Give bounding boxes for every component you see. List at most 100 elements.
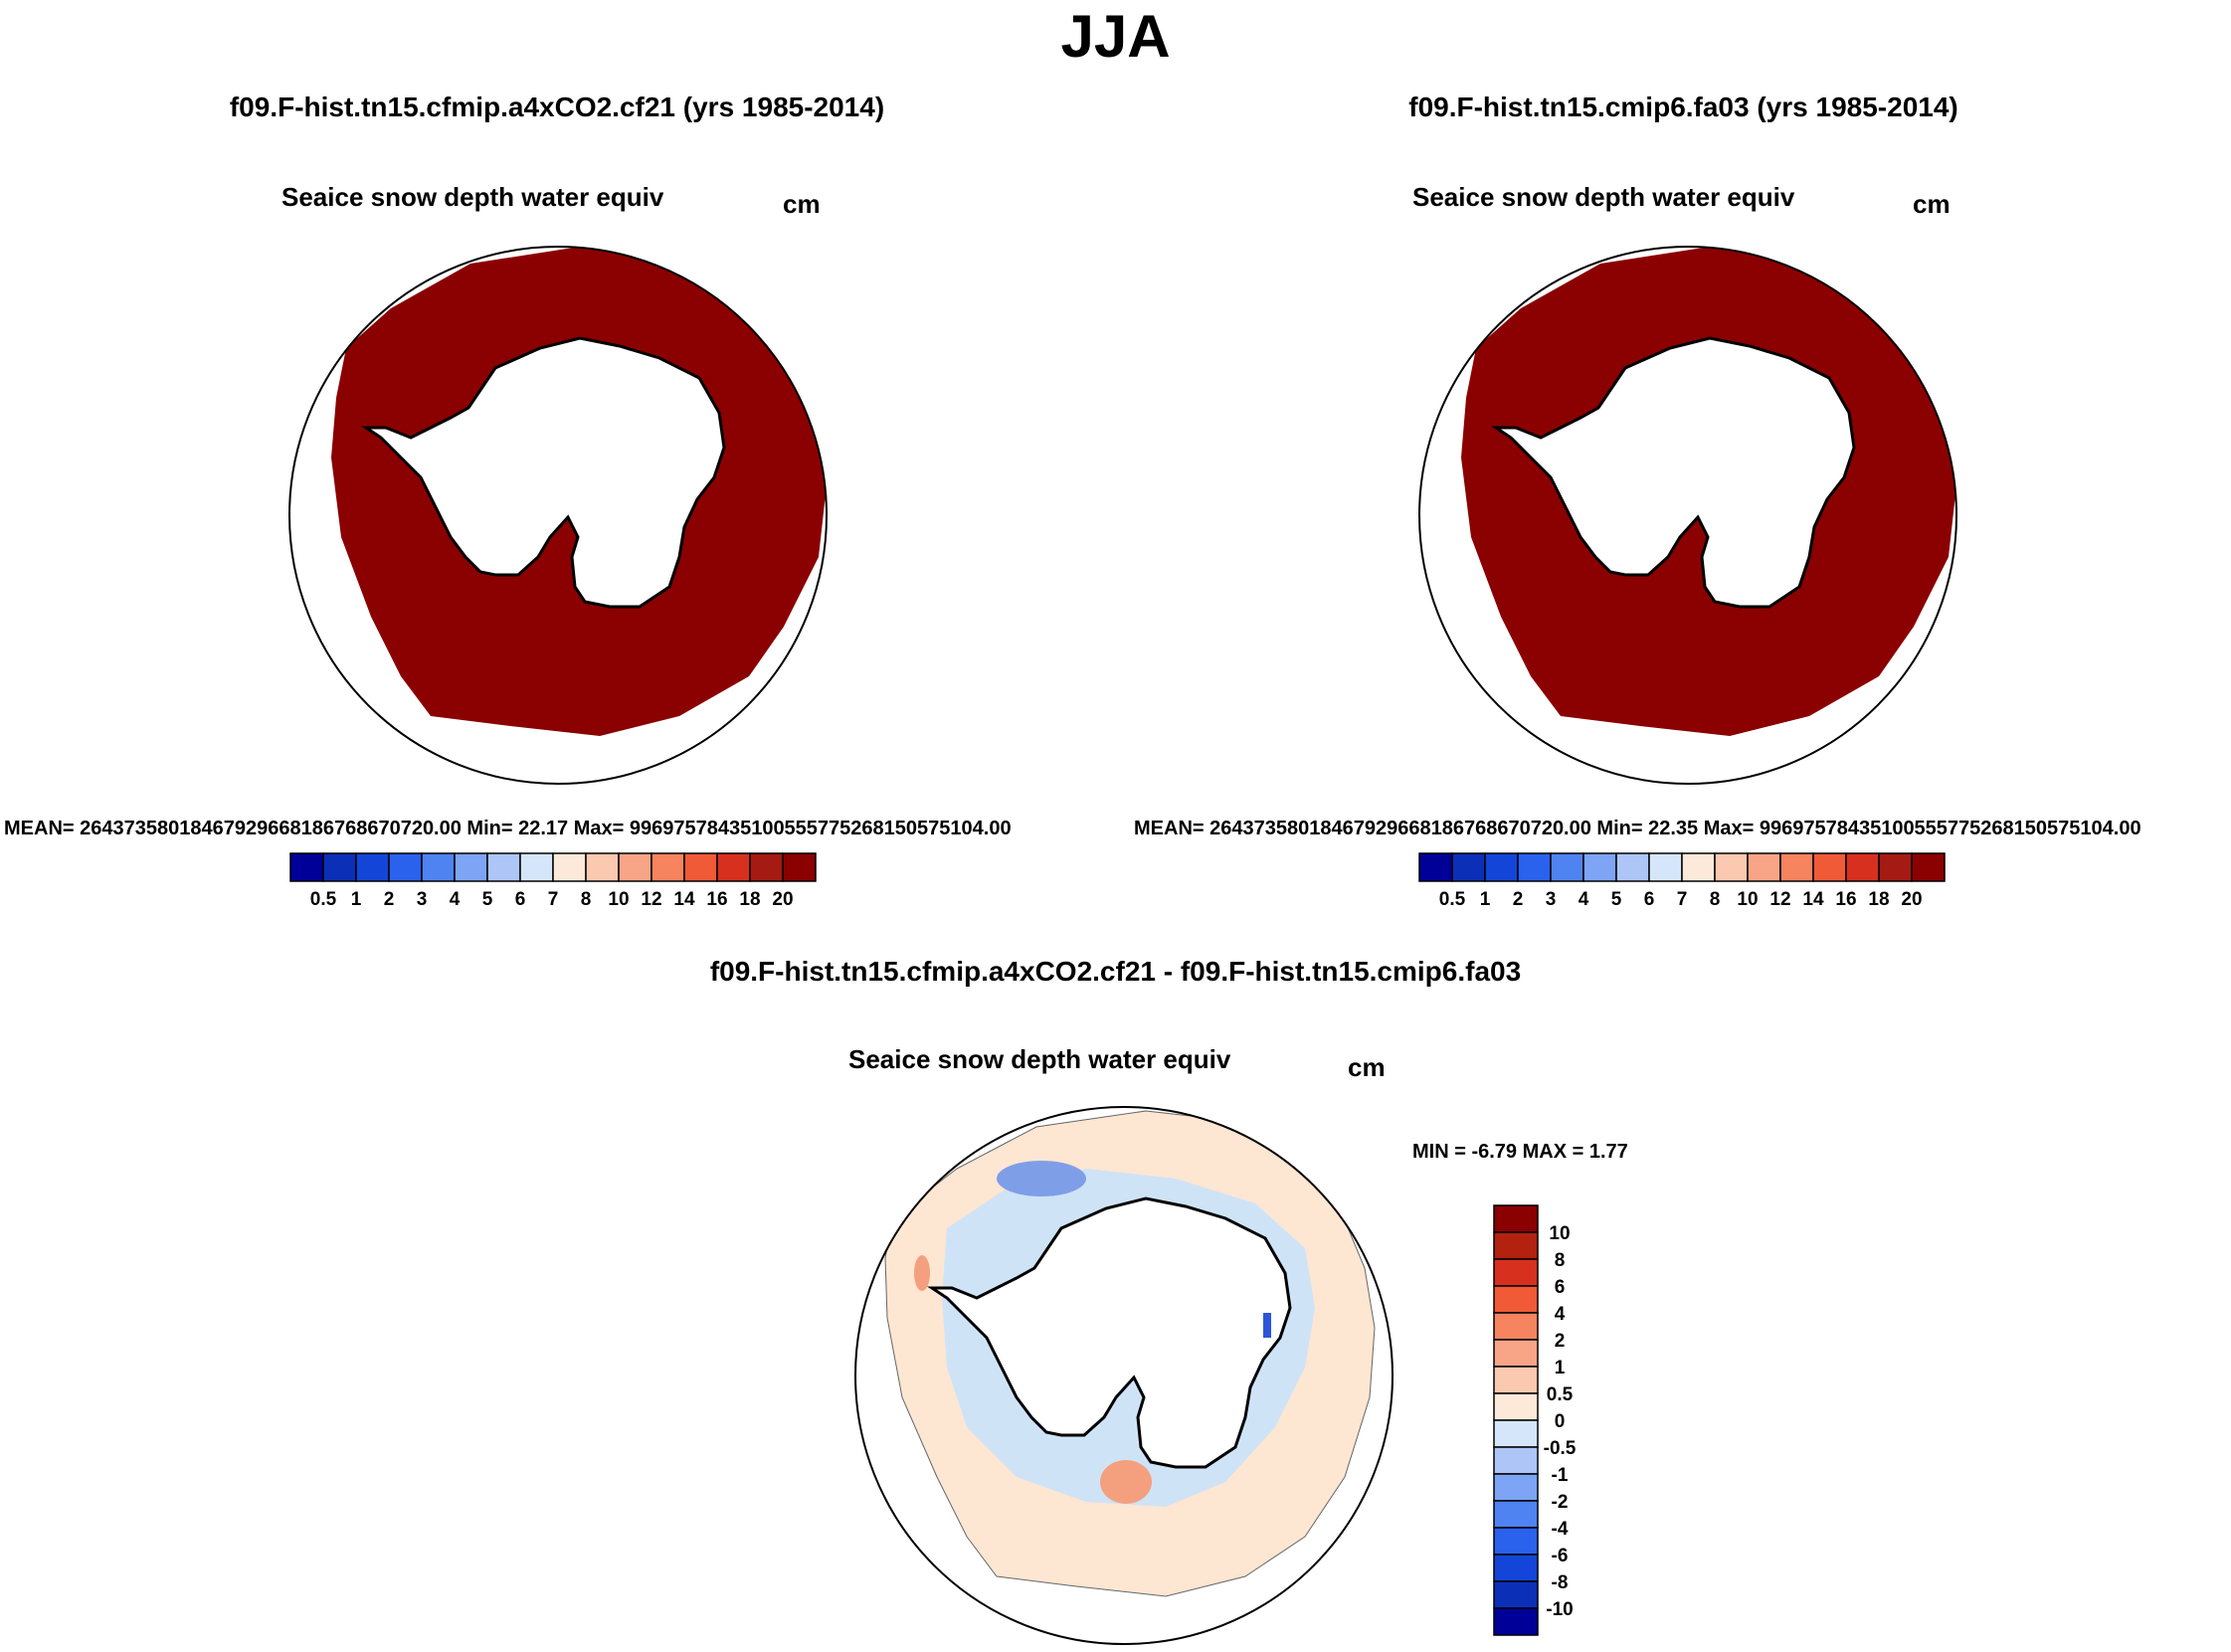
colorbar-tick-label: 8	[1555, 1250, 1566, 1271]
colorbar-swatch	[1779, 852, 1814, 882]
colorbar-tick-label: -4	[1552, 1519, 1569, 1540]
colorbar-tick-label: 4	[450, 889, 461, 910]
diff-title: f09.F-hist.tn15.cfmip.a4xCO2.cf21 - f09.…	[709, 956, 1522, 987]
map-panel-2	[1418, 246, 1957, 785]
colorbar-swatch	[651, 852, 685, 882]
colorbar-swatch	[322, 852, 357, 882]
colorbar-swatch	[1845, 852, 1880, 882]
colorbar-swatch	[1493, 1366, 1539, 1394]
colorbar-swatch	[1493, 1500, 1539, 1529]
colorbar-tick-label: 6	[1555, 1277, 1566, 1298]
panel-2-stats: MEAN= 26437358018467929668186768670720.0…	[1134, 818, 2141, 839]
colorbar-tick-label: 0.5	[1547, 1384, 1574, 1405]
colorbar-tick-label: 2	[1513, 889, 1524, 910]
season-title: JJA	[1060, 3, 1171, 70]
colorbar-tick-label: 18	[1868, 889, 1889, 910]
colorbar-tick-label: 6	[1644, 889, 1655, 910]
colorbar-swatch	[289, 852, 324, 882]
colorbar-tick-label: 8	[581, 889, 592, 910]
colorbar-tick-label: 7	[1677, 889, 1688, 910]
panel-2-title: f09.F-hist.tn15.cmip6.fa03 (yrs 1985-201…	[1408, 92, 1958, 122]
colorbar-tick-label: 8	[1710, 889, 1721, 910]
colorbar-swatch	[1493, 1607, 1539, 1636]
colorbar-tick-label: 20	[1901, 889, 1922, 910]
diff-stats: MIN = -6.79 MAX = 1.77	[1412, 1141, 1628, 1163]
panel-1-variable: Seaice snow depth water equiv	[281, 182, 664, 212]
colorbar-tick-label: -2	[1552, 1492, 1569, 1513]
colorbar-swatch	[519, 852, 554, 882]
colorbar-tick-label: 5	[482, 889, 493, 910]
colorbar-swatch	[552, 852, 587, 882]
colorbar-swatch	[1812, 852, 1847, 882]
colorbar-tick-label: -1	[1552, 1465, 1569, 1486]
colorbar-tick-label: 1	[351, 889, 362, 910]
colorbar-swatch	[1493, 1285, 1539, 1314]
colorbar-swatch	[1714, 852, 1749, 882]
colorbar-tick-label: 0	[1555, 1411, 1566, 1432]
colorbar-swatch	[1550, 852, 1584, 882]
colorbar-swatch	[1493, 1446, 1539, 1475]
colorbar-swatch	[1493, 1312, 1539, 1341]
colorbar-swatch	[1615, 852, 1650, 882]
colorbar-swatch	[1493, 1473, 1539, 1502]
colorbar-tick-label: 1	[1480, 889, 1491, 910]
colorbar-tick-label: 10	[608, 889, 629, 910]
colorbar-tick-label: 20	[772, 889, 793, 910]
colorbar-swatch	[1493, 1204, 1539, 1233]
map-boundary	[854, 1106, 1394, 1645]
map-boundary	[1418, 246, 1957, 785]
colorbar-swatch	[1911, 852, 1946, 882]
colorbar-swatch	[585, 852, 620, 882]
colorbar-swatch	[1648, 852, 1683, 882]
colorbar-swatch	[1451, 852, 1486, 882]
colorbar-swatch	[1493, 1258, 1539, 1287]
colorbar-swatch	[355, 852, 390, 882]
colorbar-panel-1: 0.5 1 2 3 4 5 6 7 8 10 12 14 16 18 20	[289, 852, 817, 910]
colorbar-tick-label: -8	[1552, 1572, 1569, 1593]
colorbar-tick-label: 16	[706, 889, 727, 910]
colorbar-swatch	[1493, 1527, 1539, 1556]
colorbar-panel-2: 0.5 1 2 3 4 5 6 7 8 10 12 14 16 18 20	[1418, 852, 1946, 910]
colorbar-tick-label: 10	[1549, 1223, 1570, 1244]
colorbar-tick-label: -0.5	[1544, 1438, 1577, 1459]
colorbar-tick-label: -10	[1546, 1599, 1573, 1620]
colorbar-tick-label: 3	[1546, 889, 1557, 910]
colorbar-swatch	[1878, 852, 1913, 882]
colorbar-tick-label: 0.5	[1439, 889, 1466, 910]
colorbar-tick-label: 0.5	[310, 889, 337, 910]
colorbar-swatch	[486, 852, 521, 882]
colorbar-swatch	[1418, 852, 1453, 882]
colorbar-swatch	[1747, 852, 1781, 882]
diff-units: cm	[1348, 1052, 1386, 1082]
colorbar-swatch	[1484, 852, 1519, 882]
colorbar-tick-label: 14	[673, 889, 695, 910]
panel-1-title: f09.F-hist.tn15.cfmip.a4xCO2.cf21 (yrs 1…	[229, 92, 885, 122]
colorbar-tick-label: 18	[739, 889, 760, 910]
colorbar-swatch	[683, 852, 718, 882]
antarctica-landmass	[1491, 336, 1856, 609]
colorbar-tick-label: 1	[1555, 1358, 1566, 1378]
colorbar-tick-label: 12	[1769, 889, 1790, 910]
colorbar-tick-label: 12	[641, 889, 661, 910]
colorbar-swatch	[1493, 1554, 1539, 1582]
colorbar-tick-label: 2	[384, 889, 395, 910]
colorbar-tick-label: -6	[1552, 1546, 1569, 1566]
colorbar-swatch	[618, 852, 652, 882]
colorbar-tick-label: 14	[1802, 889, 1824, 910]
diff-negative-patch	[997, 1161, 1086, 1196]
colorbar-tick-label: 4	[1579, 889, 1589, 910]
colorbar-tick-label: 10	[1737, 889, 1758, 910]
antarctica-landmass	[927, 1196, 1292, 1469]
colorbar-swatch	[1681, 852, 1716, 882]
diff-positive-patch	[914, 1255, 930, 1291]
map-panel-diff	[854, 1106, 1394, 1645]
antarctica-landmass	[361, 336, 726, 609]
colorbar-swatch	[1582, 852, 1617, 882]
colorbar-swatch	[1493, 1419, 1539, 1448]
diff-positive-patch	[1100, 1460, 1152, 1504]
colorbar-tick-label: 4	[1555, 1304, 1566, 1325]
colorbar-swatch	[1493, 1339, 1539, 1368]
panel-1-units: cm	[783, 189, 821, 219]
map-panel-1	[288, 246, 828, 785]
colorbar-tick-label: 2	[1555, 1331, 1566, 1352]
